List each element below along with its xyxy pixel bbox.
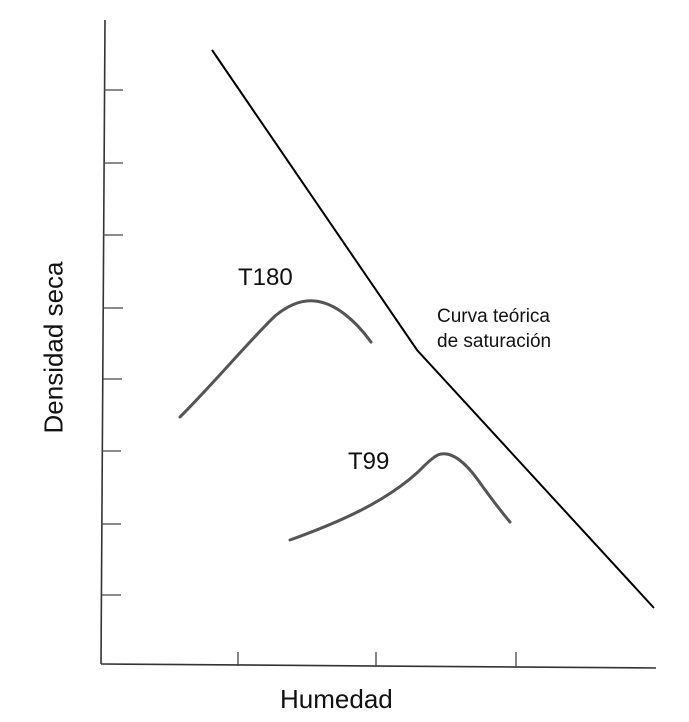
x-axis-label: Humedad [280,684,393,714]
saturation-annotation: Curva teórica de saturación [437,304,551,354]
axes [100,19,657,669]
t180-curve [178,299,373,419]
x-ticks [237,652,517,668]
y-axis-label: Densidad seca [38,261,69,434]
saturation-curve [211,49,655,609]
t180-label: T180 [238,264,293,291]
y-axis [100,19,106,665]
saturation-annotation-line2: de saturación [437,331,552,352]
x-axis [100,663,657,669]
t99-curve [288,452,512,542]
t99-label: T99 [348,448,390,475]
saturation-annotation-line1: Curva teórica [437,306,550,327]
y-ticks [102,89,123,596]
